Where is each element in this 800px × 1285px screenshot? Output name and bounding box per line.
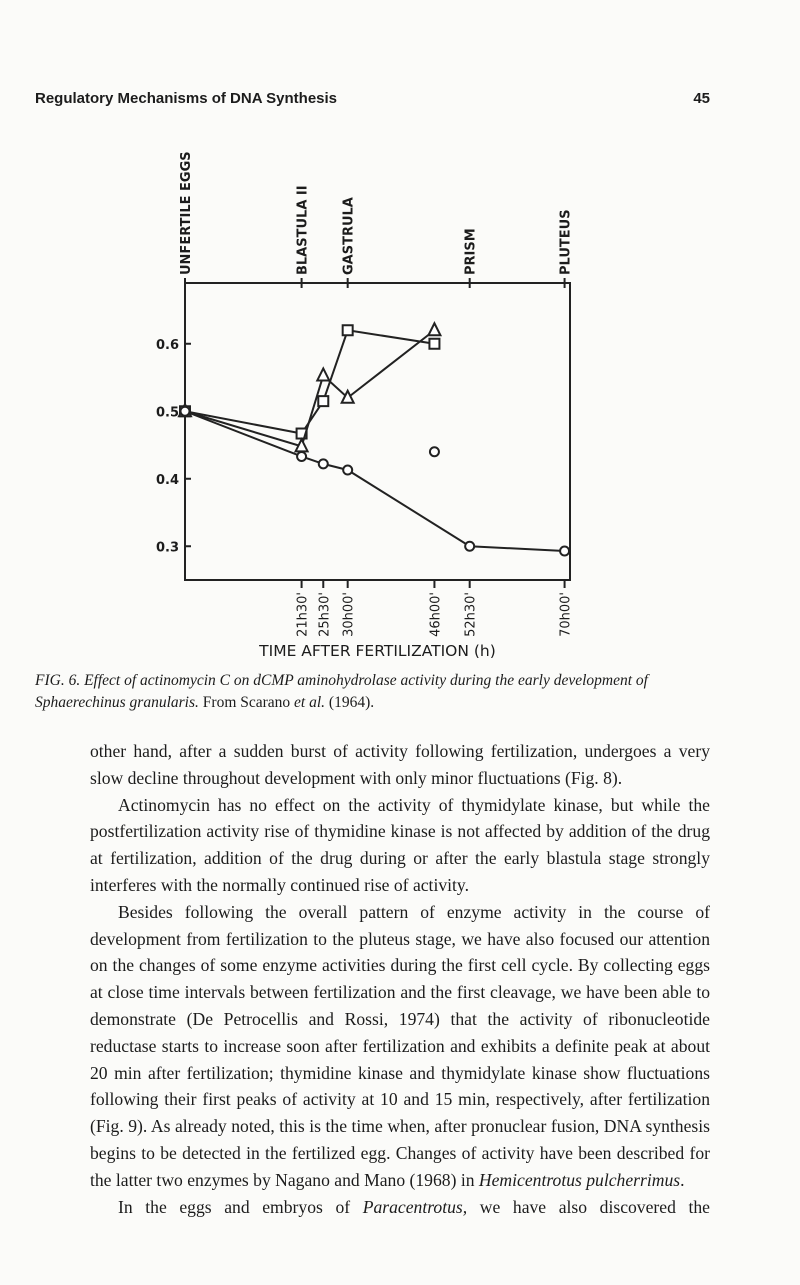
text: we have also discovered the (467, 1196, 710, 1217)
x-tick-label: 52h30' (464, 592, 479, 637)
plot-frame (184, 282, 571, 581)
caption-text: From Scarano (198, 694, 295, 711)
text: In the eggs and embryos of (118, 1196, 363, 1217)
figure-caption: FIG. 6. Effect of actinomycin C on dCMP … (35, 670, 710, 714)
stage-label: PRISM (464, 228, 479, 275)
body-text: other hand, after a sudden burst of acti… (90, 738, 710, 1220)
x-tick-label: 21h30' (296, 592, 311, 637)
square-marker (341, 324, 354, 337)
circle-marker (317, 458, 329, 470)
y-tick-label: 0.5 (156, 405, 179, 420)
x-tick-label: 25h30' (317, 592, 332, 637)
stage-label: GASTRULA (342, 197, 357, 275)
caption-text: FIG. 6. Effect of actinomycin C on dCMP … (35, 672, 648, 711)
y-tick-label: 0.6 (156, 338, 179, 353)
circle-marker (559, 545, 571, 557)
circle-marker (296, 450, 308, 462)
stage-label: BLASTULA II (296, 185, 311, 275)
stage-label: UNFERTILE EGGS (179, 151, 194, 275)
circle-marker (428, 446, 440, 458)
x-axis-label: TIME AFTER FERTILIZATION (h) (258, 642, 496, 660)
running-header: Regulatory Mechanisms of DNA Synthesis 4… (35, 90, 710, 107)
x-tick-label: 30h00' (342, 592, 357, 637)
page-number: 45 (693, 90, 710, 107)
square-marker (428, 337, 441, 350)
caption-text: et al. (294, 694, 326, 711)
text: . (680, 1169, 685, 1190)
paragraph: Besides following the overall pattern of… (90, 899, 710, 1194)
triangle-marker (340, 388, 356, 404)
series-line (184, 329, 436, 448)
chart: 0.3 0.4 0.5 0.6 21h30' 25h30' 30h00' 46h00' 52h3… (156, 151, 574, 660)
square-marker (317, 395, 330, 408)
text: Actinomycin has no effect on the activit… (90, 794, 710, 895)
circle-marker (464, 540, 476, 552)
triangle-marker (315, 366, 331, 382)
stage-label: PLUTEUS (559, 209, 574, 275)
species-name: Paracentrotus, (362, 1196, 468, 1217)
series-line (184, 410, 565, 552)
text: Besides following the overall pattern of… (90, 901, 710, 1190)
paragraph: other hand, after a sudden burst of acti… (90, 738, 710, 792)
caption-text: (1964). (325, 694, 375, 711)
text: other hand, after a sudden burst of acti… (90, 741, 710, 788)
header-title: Regulatory Mechanisms of DNA Synthesis (35, 90, 338, 107)
circle-marker (179, 405, 191, 417)
paragraph: In the eggs and embryos of Paracentrotus… (90, 1194, 710, 1221)
y-tick-label: 0.4 (156, 473, 179, 488)
paragraph: Actinomycin has no effect on the activit… (90, 792, 710, 899)
x-tick-label: 46h00' (428, 592, 443, 637)
triangle-marker (426, 321, 443, 337)
y-tick-label: 0.3 (156, 540, 179, 555)
species-name: Hemicentrotus pulcherrimus (478, 1169, 681, 1190)
circle-marker (342, 464, 354, 476)
x-tick-label: 70h00' (559, 592, 574, 637)
